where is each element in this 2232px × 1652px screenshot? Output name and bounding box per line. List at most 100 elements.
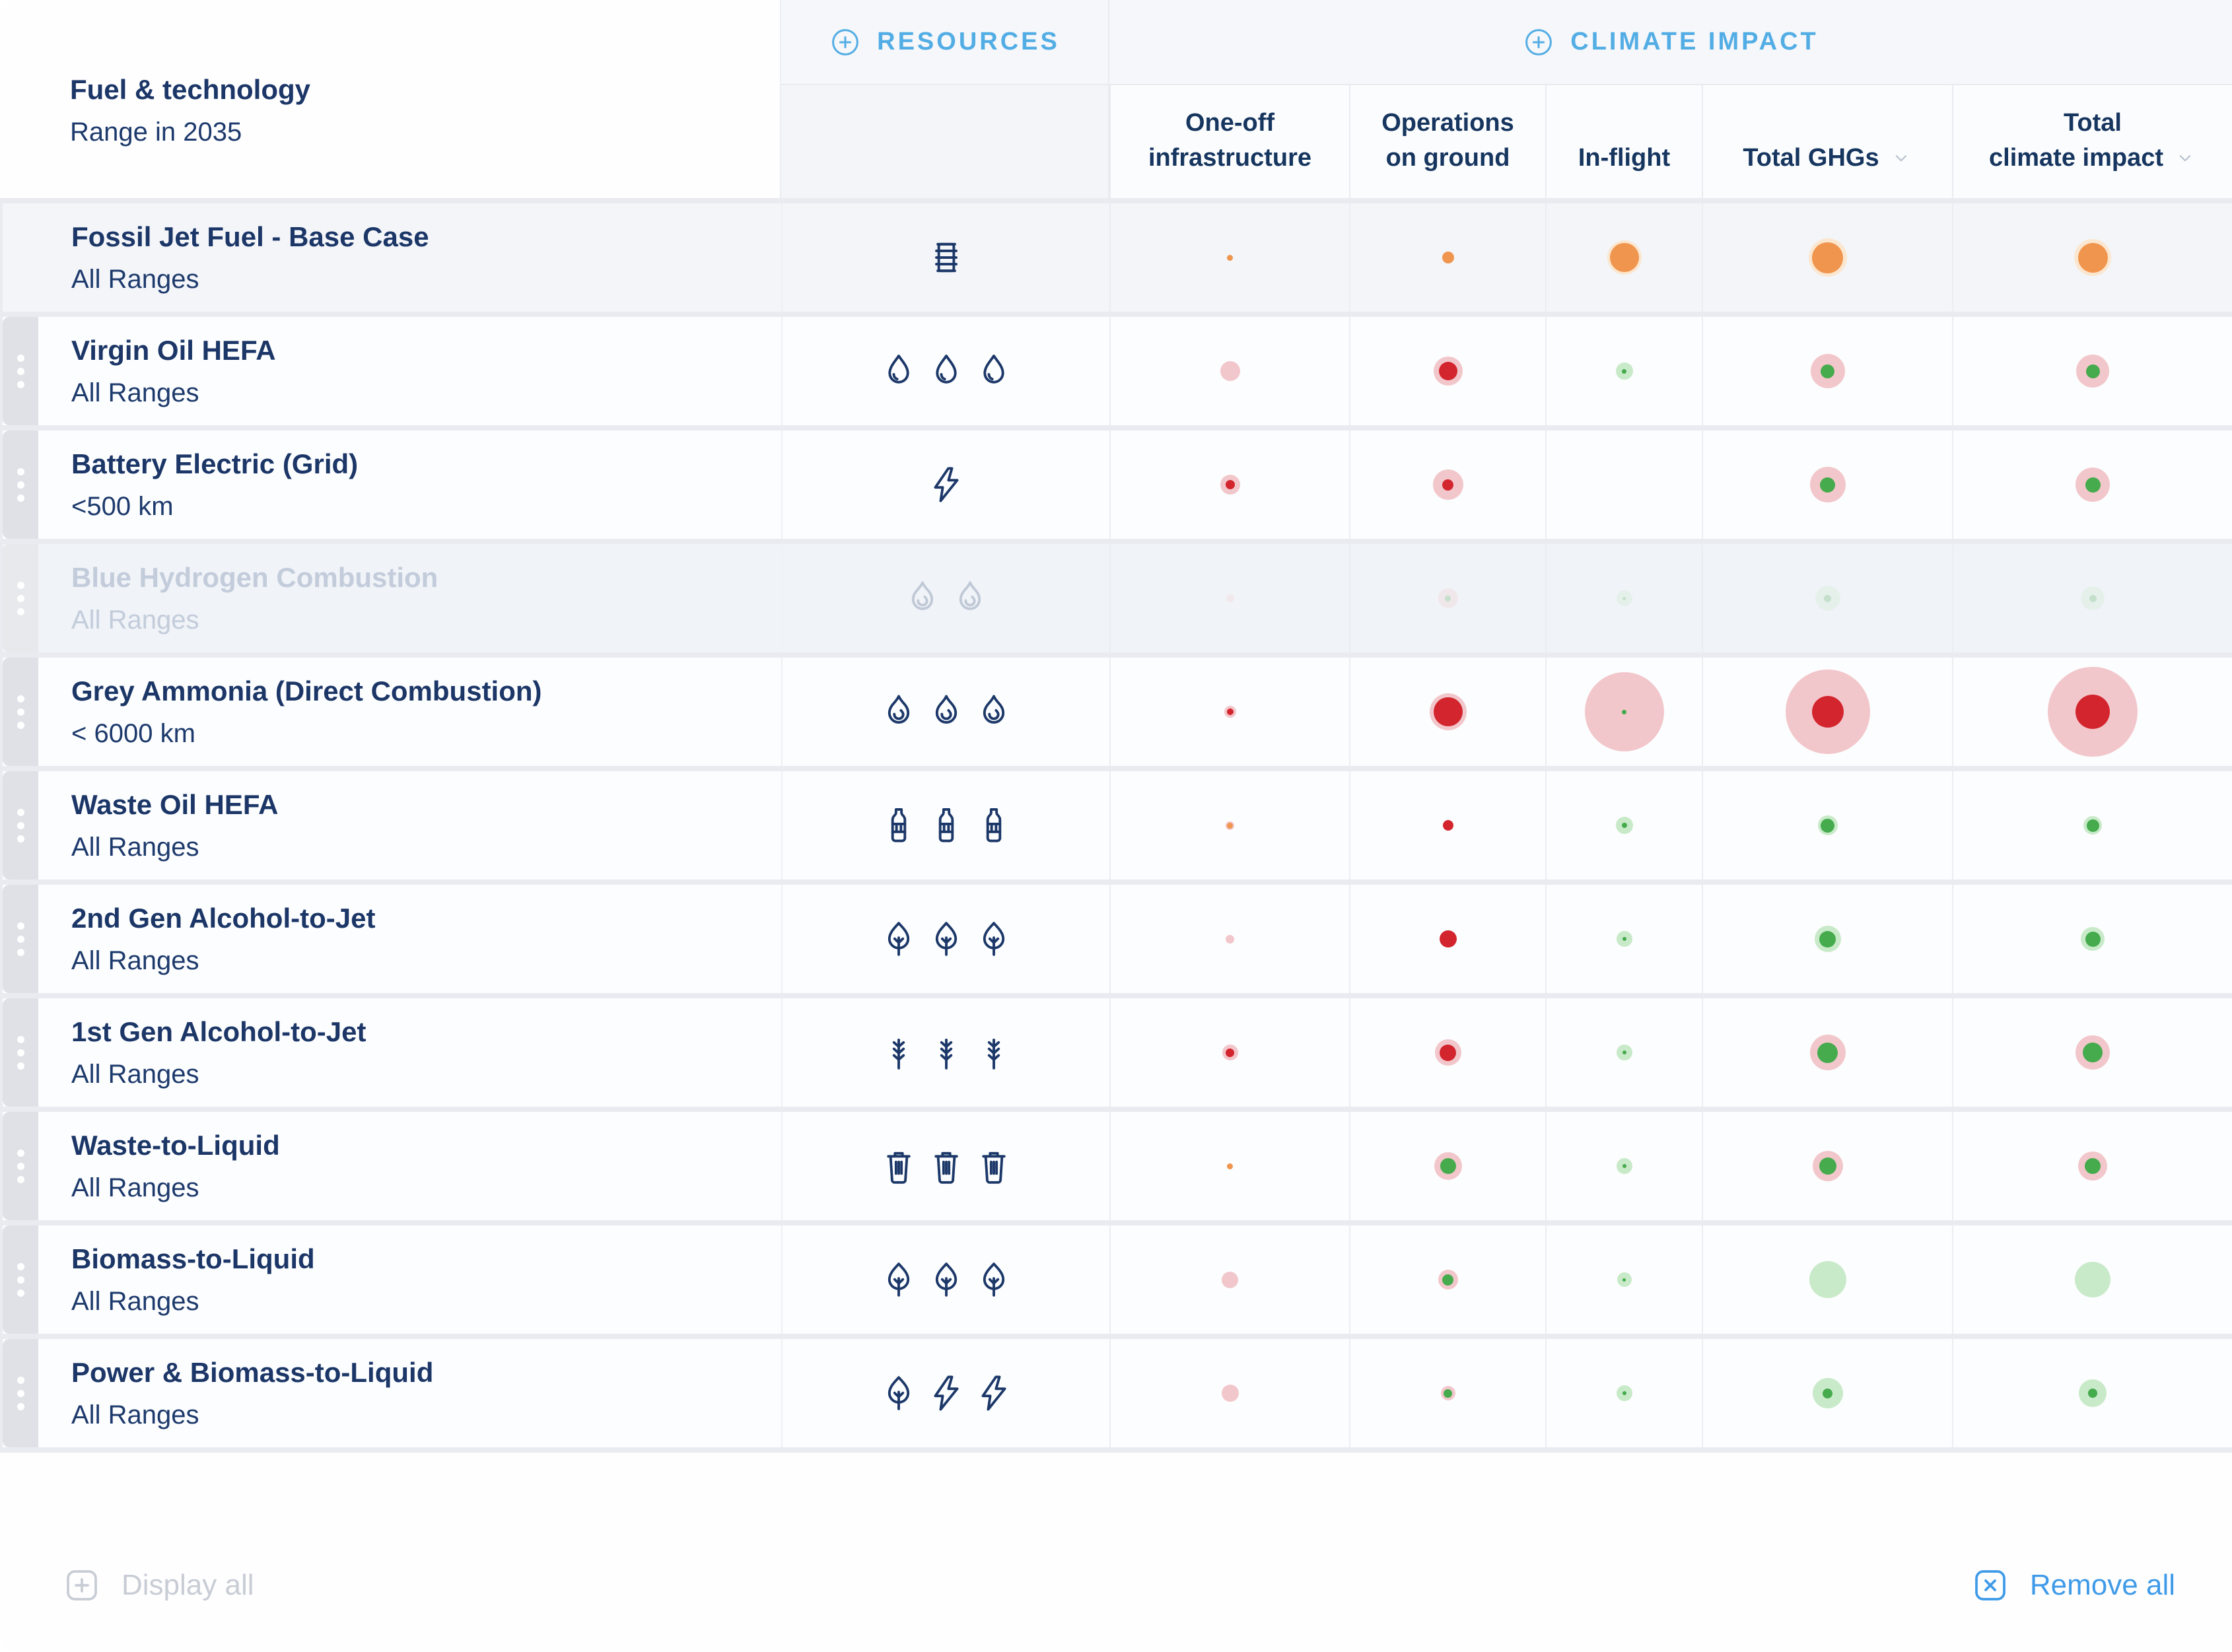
impact-bubble	[2078, 1152, 2107, 1181]
table-row: 2nd Gen Alcohol-to-Jet All Ranges	[3, 885, 2232, 993]
column-header-total_climate[interactable]: Total climate impact	[1952, 85, 2232, 198]
table-row: Fossil Jet Fuel - Base Case All Ranges	[3, 203, 2232, 312]
cell-operations	[1349, 317, 1545, 425]
cell-one_off	[1109, 1339, 1349, 1447]
drag-handle[interactable]	[3, 1112, 38, 1220]
drag-dot	[17, 1262, 24, 1270]
cell-total_ghgs	[1702, 771, 1952, 879]
cell-in_flight	[1545, 1339, 1702, 1447]
fuel-cell: Biomass-to-Liquid All Ranges	[38, 1225, 781, 1334]
resources-subheader-cell	[781, 85, 1109, 198]
impact-bubble	[1812, 1151, 1843, 1181]
x-square-icon	[1970, 1566, 2010, 1605]
cell-one_off	[1109, 317, 1349, 425]
fuel-range: All Ranges	[71, 1286, 199, 1316]
cell-operations	[1349, 1225, 1545, 1334]
cell-in_flight	[1545, 430, 1702, 539]
impact-bubble-core	[1622, 1391, 1626, 1395]
fuel-range: <500 km	[71, 491, 174, 521]
impact-bubble	[1220, 361, 1240, 381]
impact-bubble	[1616, 1045, 1632, 1060]
impact-bubble	[1615, 817, 1633, 834]
add-resources-button[interactable]: RESOURCES	[825, 26, 1064, 59]
impact-bubble	[1438, 1270, 1458, 1290]
impact-bubble	[1809, 1261, 1846, 1298]
drag-dot	[17, 1162, 24, 1170]
impact-bubble	[1434, 1152, 1462, 1180]
impact-bubble	[1814, 926, 1841, 952]
impact-bubble	[1433, 357, 1463, 386]
drag-handle[interactable]	[3, 317, 38, 425]
impact-bubble	[1810, 354, 1845, 388]
impact-bubble-core	[1621, 823, 1627, 828]
impact-bubble-core	[1820, 477, 1835, 493]
add-climate-impact-button[interactable]: CLIMATE IMPACT	[1519, 26, 1822, 59]
drag-handle[interactable]	[3, 771, 38, 879]
table-row: 1st Gen Alcohol-to-Jet All Ranges	[3, 998, 2232, 1107]
drag-dot	[17, 354, 24, 362]
cell-total_ghgs	[1702, 885, 1952, 993]
impact-bubble-core	[2085, 364, 2100, 378]
flame-icon	[902, 578, 943, 619]
fuel-name: Battery Electric (Grid)	[71, 448, 359, 479]
drag-handle[interactable]	[3, 998, 38, 1107]
drag-handle[interactable]	[3, 1339, 38, 1447]
cell-one_off	[1109, 885, 1349, 993]
chevron-down-icon[interactable]	[2174, 147, 2196, 169]
tree-icon	[973, 1259, 1014, 1300]
column-header-label: infrastructure	[1148, 143, 1312, 172]
impact-bubble-core	[1225, 480, 1235, 489]
impact-bubble-core	[2085, 1158, 2101, 1174]
drag-dot	[17, 380, 24, 388]
drag-dot	[17, 1376, 24, 1384]
impact-bubble-core	[1812, 242, 1843, 273]
drag-handle[interactable]	[3, 885, 38, 993]
resources-cell	[781, 203, 1109, 312]
impact-bubble	[1439, 930, 1457, 947]
display-all-label: Display all	[122, 1569, 254, 1601]
fuel-cell: Virgin Oil HEFA All Ranges	[38, 317, 781, 425]
impact-bubble	[1809, 1035, 1846, 1070]
plus-circle-icon	[829, 26, 861, 58]
tree-icon	[878, 1259, 919, 1300]
impact-bubble	[1442, 252, 1454, 263]
impact-bubble	[1429, 693, 1467, 730]
tree-icon	[878, 918, 919, 959]
column-header-total_ghgs[interactable]: Total GHGs	[1702, 85, 1952, 198]
bottle-icon	[878, 805, 919, 846]
drag-handle[interactable]	[3, 430, 38, 539]
table-row: Waste-to-Liquid All Ranges	[3, 1112, 2232, 1220]
impact-bubble	[1442, 820, 1453, 831]
fuel-cell: Battery Electric (Grid) <500 km	[38, 430, 781, 539]
impact-bubble-core	[1622, 937, 1626, 941]
fuel-column-header: Fuel & technology Range in 2035	[0, 0, 781, 198]
chevron-down-icon[interactable]	[1890, 147, 1912, 169]
fuel-cell: Fossil Jet Fuel - Base Case All Ranges	[3, 203, 781, 312]
impact-bubble-core	[1823, 1388, 1832, 1398]
fuel-cell: Power & Biomass-to-Liquid All Ranges	[38, 1339, 781, 1447]
impact-bubble-core	[2077, 242, 2108, 273]
drag-dot	[17, 695, 24, 703]
column-header-in_flight: In-flight	[1545, 85, 1702, 198]
impact-bubble	[1224, 706, 1236, 718]
flame-icon	[950, 578, 991, 619]
fuel-cell: Waste Oil HEFA All Ranges	[38, 771, 781, 879]
drag-handle[interactable]	[3, 658, 38, 766]
resources-group-header: RESOURCES	[781, 0, 1109, 85]
remove-all-button[interactable]: Remove all	[1967, 1565, 2179, 1606]
fuel-cell: 1st Gen Alcohol-to-Jet All Ranges	[38, 998, 781, 1107]
impact-bubble	[1812, 1378, 1843, 1408]
display-all-button[interactable]: Display all	[58, 1565, 258, 1606]
impact-bubble-core	[2085, 931, 2101, 947]
bolt-icon	[973, 1373, 1014, 1414]
impact-bubble	[1817, 815, 1838, 835]
cell-total_climate	[1952, 1339, 2232, 1447]
impact-bubble	[1227, 254, 1233, 261]
fuel-range: All Ranges	[71, 264, 199, 294]
cell-total_climate	[1952, 885, 2232, 993]
cell-operations	[1349, 1112, 1545, 1220]
impact-bubble-core	[2075, 695, 2110, 729]
drag-handle[interactable]	[3, 1225, 38, 1334]
drag-handle[interactable]	[3, 544, 38, 652]
flame-icon	[973, 691, 1014, 732]
